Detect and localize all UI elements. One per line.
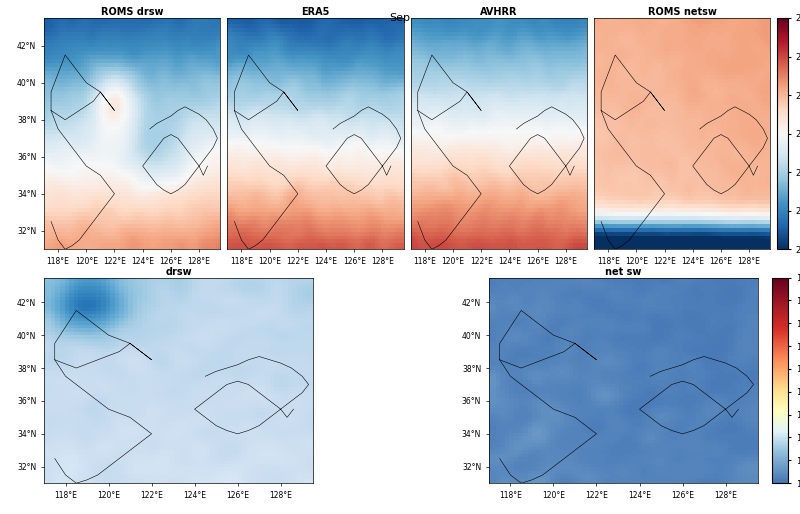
Text: Sep: Sep [390, 13, 410, 23]
Title: ROMS netsw: ROMS netsw [648, 7, 717, 17]
Title: net sw: net sw [605, 267, 642, 277]
Title: AVHRR: AVHRR [480, 7, 518, 17]
Title: drsw: drsw [165, 267, 192, 277]
Title: ROMS drsw: ROMS drsw [101, 7, 163, 17]
Title: ERA5: ERA5 [302, 7, 330, 17]
